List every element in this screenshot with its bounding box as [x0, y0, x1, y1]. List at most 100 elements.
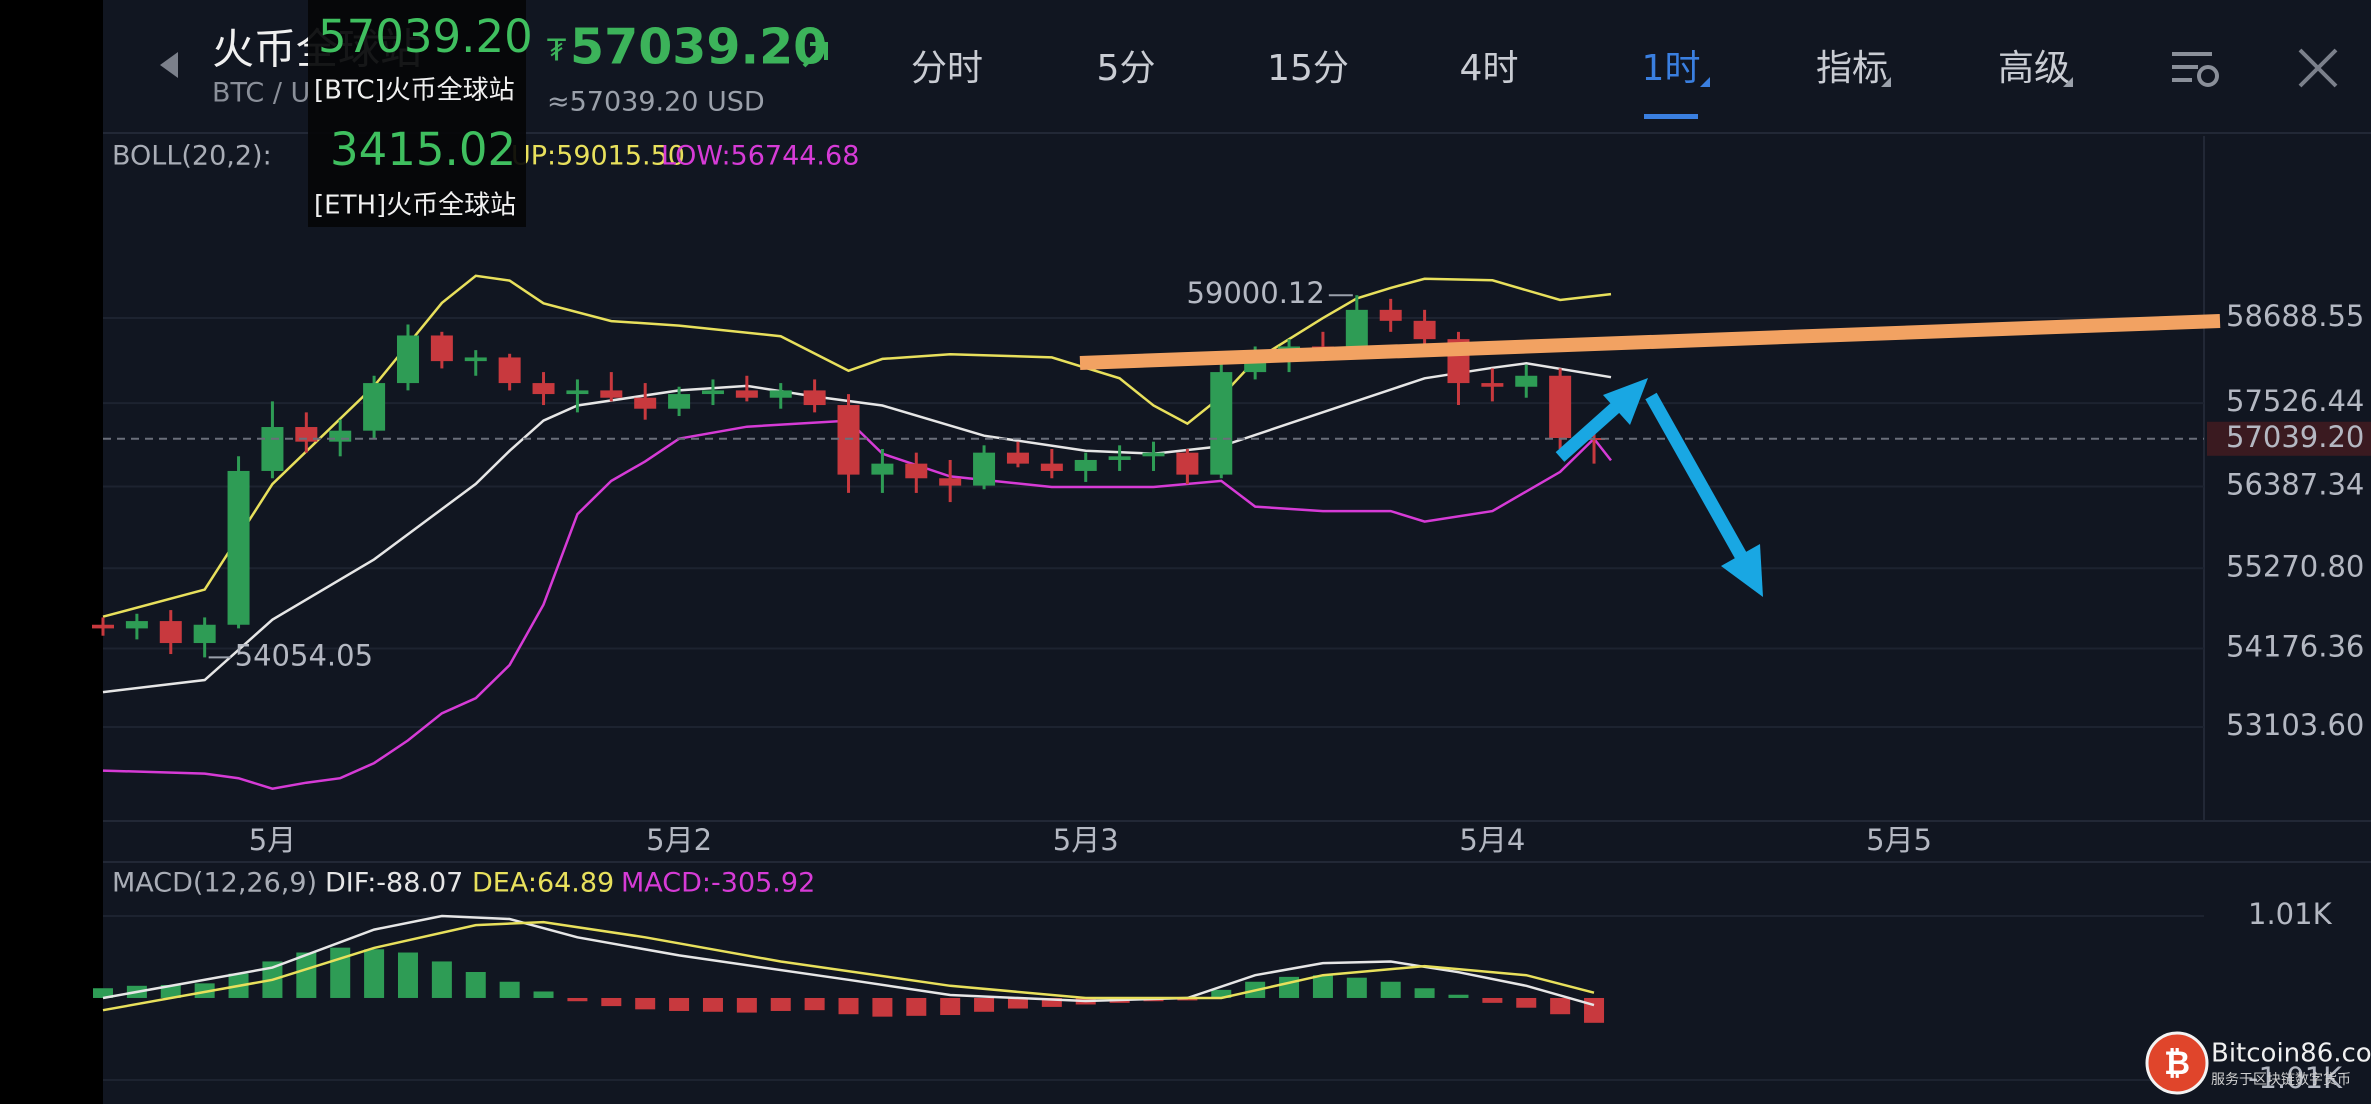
legend-label: MACD(12,26,9)	[112, 868, 317, 899]
y-tick-label: 58688.55	[2226, 299, 2364, 333]
candle-body	[1176, 452, 1199, 475]
dropdown-marker	[1881, 77, 1891, 87]
macd-bar	[567, 997, 588, 1002]
legend-label: MACD:-305.92	[621, 868, 815, 899]
candle-body	[1210, 372, 1233, 475]
close-button[interactable]	[2298, 48, 2338, 88]
macd-bar	[1516, 997, 1537, 1008]
x-tick-label: 5月	[249, 823, 296, 857]
dropdown-marker	[1700, 77, 1710, 87]
tab[interactable]: 4时	[1460, 48, 1519, 89]
watermark-title: Bitcoin86.com	[2211, 1039, 2371, 1069]
x-tick-label: 5月4	[1459, 823, 1525, 857]
candle-body	[973, 452, 996, 486]
candle-body	[1515, 375, 1538, 387]
macd-bar	[1007, 997, 1028, 1009]
max-label: 59000.12	[1186, 276, 1324, 310]
legend-label: UP:59015.50	[511, 141, 685, 172]
indicator-line	[102, 274, 1612, 618]
watermark: ₿ Bitcoin86.com 服务于区块链数字货币	[2145, 1031, 2371, 1095]
tab[interactable]: 指标	[1816, 48, 1888, 89]
macd-bar	[194, 983, 215, 998]
candle-body	[464, 357, 487, 362]
macd-bar	[1312, 975, 1333, 998]
legend-label: DIF:-88.07	[325, 868, 463, 899]
tab[interactable]: 1时	[1642, 48, 1701, 89]
candle-body	[532, 383, 555, 395]
candle-body	[837, 405, 860, 475]
macd-bar	[499, 981, 520, 998]
macd-bar	[736, 997, 757, 1013]
macd-bar	[296, 952, 317, 998]
candle-body	[1142, 452, 1165, 457]
x-tick-label: 5月2	[646, 823, 712, 857]
macd-bar	[1482, 997, 1503, 1003]
candle-body	[1481, 383, 1504, 387]
candle-body	[939, 478, 962, 486]
candle-body	[634, 397, 657, 409]
chart-macd: 1.01K -1.01K MACD(12,26,9) DIF:-88.07 DEA:64…	[93, 868, 2343, 1095]
popup-price: 57039.20	[318, 10, 533, 63]
trend-arrow	[802, 42, 828, 68]
price-usd: ≈57039.20 USD	[547, 87, 765, 118]
min-label: 54054.05	[235, 638, 373, 672]
candle-body	[905, 463, 928, 479]
macd-bar	[1584, 997, 1605, 1023]
tab-indicator	[1644, 114, 1698, 119]
candle-body	[1549, 375, 1572, 439]
macd-bar	[1414, 988, 1435, 998]
macd-bar	[906, 997, 927, 1016]
y-tick-label: 1.01K	[2248, 897, 2333, 931]
macd-bar	[974, 997, 995, 1012]
candle-body	[1345, 309, 1368, 351]
candle-body	[125, 621, 148, 629]
left-edge	[0, 0, 103, 1104]
candle-body	[261, 427, 284, 471]
back-button[interactable]	[160, 52, 178, 78]
candle-body	[735, 390, 758, 398]
popup-price: 3415.02	[330, 123, 516, 176]
candle-body	[566, 390, 589, 395]
y-tick-label: 54176.36	[2226, 629, 2364, 663]
y-tick-label: 55270.80	[2226, 549, 2364, 583]
candle-body	[363, 383, 386, 431]
candle-body	[430, 335, 453, 362]
macd-bar	[397, 952, 418, 998]
candle-body	[600, 390, 623, 398]
pair-name: BTC / U	[212, 78, 310, 109]
candle-body	[871, 463, 894, 475]
ticker-popup	[308, 0, 526, 227]
chart-candlestick: 58688.55 57526.44 56387.34 55270.80 54176.36…	[92, 141, 2371, 857]
y-tick-label: 53103.60	[2226, 708, 2364, 742]
candle-body	[329, 430, 352, 442]
candle-body	[1006, 452, 1029, 464]
macd-bar	[1211, 989, 1232, 998]
popup-label: [BTC]火币全球站	[314, 76, 515, 106]
candle-body	[1108, 456, 1131, 460]
dropdown-marker	[2063, 77, 2073, 87]
macd-bar	[838, 997, 859, 1015]
candle-body	[1379, 309, 1402, 321]
candle-body	[803, 390, 826, 406]
arrow-drawing	[1555, 378, 1763, 597]
macd-bar	[465, 972, 486, 998]
tab[interactable]: 分时	[911, 48, 983, 89]
candle-body	[227, 470, 250, 625]
macd-bar	[601, 997, 622, 1007]
last-price-label: 57039.20	[2226, 420, 2364, 454]
tab[interactable]: 15分	[1267, 48, 1349, 89]
settings-icon[interactable]	[2172, 52, 2219, 87]
macd-bar	[364, 949, 385, 998]
legend-label: DEA:64.89	[472, 868, 614, 899]
macd-bar	[160, 984, 181, 998]
x-tick-label: 5月5	[1866, 823, 1932, 857]
macd-bar	[1448, 994, 1469, 998]
macd-bar	[804, 997, 825, 1011]
indicator-line	[102, 920, 1595, 1012]
macd-bar	[1550, 997, 1571, 1015]
tab[interactable]: 高级	[1998, 48, 2070, 89]
macd-bar	[1346, 977, 1367, 998]
tab[interactable]: 5分	[1097, 48, 1156, 89]
candle-body	[159, 621, 182, 644]
macd-bar	[431, 961, 452, 998]
